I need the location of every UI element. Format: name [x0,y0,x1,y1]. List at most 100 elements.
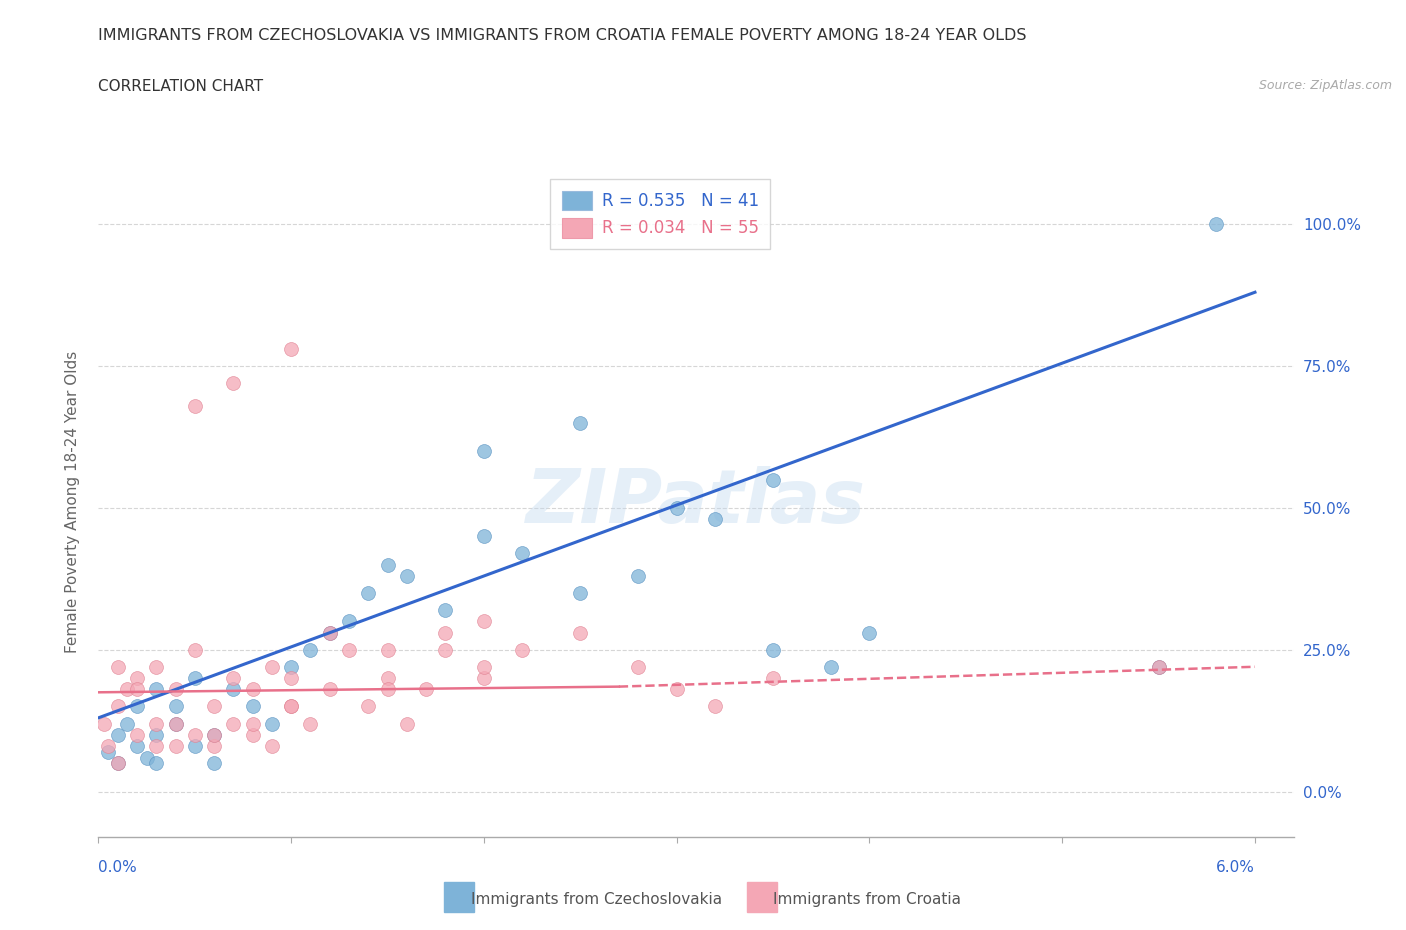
Point [665,682,688,697]
Point [260,716,283,731]
Point [569,625,592,640]
Point [222,716,245,731]
Point [1205,217,1227,232]
Point [184,671,207,685]
Point [125,727,148,742]
Point [762,472,785,487]
Point [472,671,495,685]
Point [319,625,342,640]
Point [472,529,495,544]
Text: 6.0%: 6.0% [1216,859,1256,875]
Point [117,716,139,731]
Point [165,682,187,697]
Point [107,699,129,714]
Point [125,738,148,753]
Point [125,699,148,714]
Text: 0.0%: 0.0% [98,859,138,875]
Point [704,512,727,526]
Point [665,500,688,515]
Point [107,756,129,771]
Point [820,659,842,674]
Point [260,659,283,674]
Point [117,682,139,697]
Point [434,643,457,658]
Point [202,727,225,742]
Point [145,756,167,771]
Point [125,682,148,697]
Y-axis label: Female Poverty Among 18-24 Year Olds: Female Poverty Among 18-24 Year Olds [65,352,80,654]
Point [184,398,207,413]
Point [569,586,592,601]
Point [415,682,437,697]
Point [319,625,342,640]
Point [202,756,225,771]
Point [319,682,342,697]
Point [472,444,495,458]
Point [222,376,245,391]
Point [242,699,264,714]
Point [627,659,650,674]
Point [184,643,207,658]
Point [377,643,399,658]
Point [145,682,167,697]
Point [202,699,225,714]
Point [357,699,380,714]
Point [512,643,534,658]
Point [1147,659,1170,674]
Point [165,699,187,714]
Point [93,716,115,731]
Point [472,614,495,629]
Text: CORRELATION CHART: CORRELATION CHART [98,79,263,94]
Point [395,716,418,731]
Point [222,682,245,697]
Point [125,671,148,685]
Point [569,416,592,431]
Point [337,643,360,658]
Point [202,738,225,753]
Text: Immigrants from Czechoslovakia: Immigrants from Czechoslovakia [471,892,723,907]
Point [280,699,302,714]
Point [704,699,727,714]
Point [434,625,457,640]
Point [280,699,302,714]
Point [299,716,322,731]
Point [165,716,187,731]
Point [107,727,129,742]
Point [280,659,302,674]
Point [145,716,167,731]
Point [434,603,457,618]
Text: Immigrants from Croatia: Immigrants from Croatia [773,892,962,907]
Point [299,643,322,658]
Text: IMMIGRANTS FROM CZECHOSLOVAKIA VS IMMIGRANTS FROM CROATIA FEMALE POVERTY AMONG 1: IMMIGRANTS FROM CZECHOSLOVAKIA VS IMMIGR… [98,28,1026,43]
Point [242,727,264,742]
Point [242,716,264,731]
Point [260,738,283,753]
Legend: R = 0.535   N = 41, R = 0.034   N = 55: R = 0.535 N = 41, R = 0.034 N = 55 [550,179,770,249]
Point [107,756,129,771]
Point [762,643,785,658]
Point [184,738,207,753]
Point [512,546,534,561]
Point [357,586,380,601]
Point [107,659,129,674]
Point [377,682,399,697]
Point [97,738,120,753]
Point [377,557,399,572]
Point [395,568,418,583]
Point [472,659,495,674]
Point [145,738,167,753]
Point [145,659,167,674]
Point [627,568,650,583]
Point [165,738,187,753]
Point [222,671,245,685]
Point [1147,659,1170,674]
Point [97,744,120,759]
Point [184,727,207,742]
Point [145,727,167,742]
Point [202,727,225,742]
Text: Source: ZipAtlas.com: Source: ZipAtlas.com [1258,79,1392,92]
Point [280,671,302,685]
Text: ZIPatlas: ZIPatlas [526,466,866,538]
Point [135,751,157,765]
Point [242,682,264,697]
